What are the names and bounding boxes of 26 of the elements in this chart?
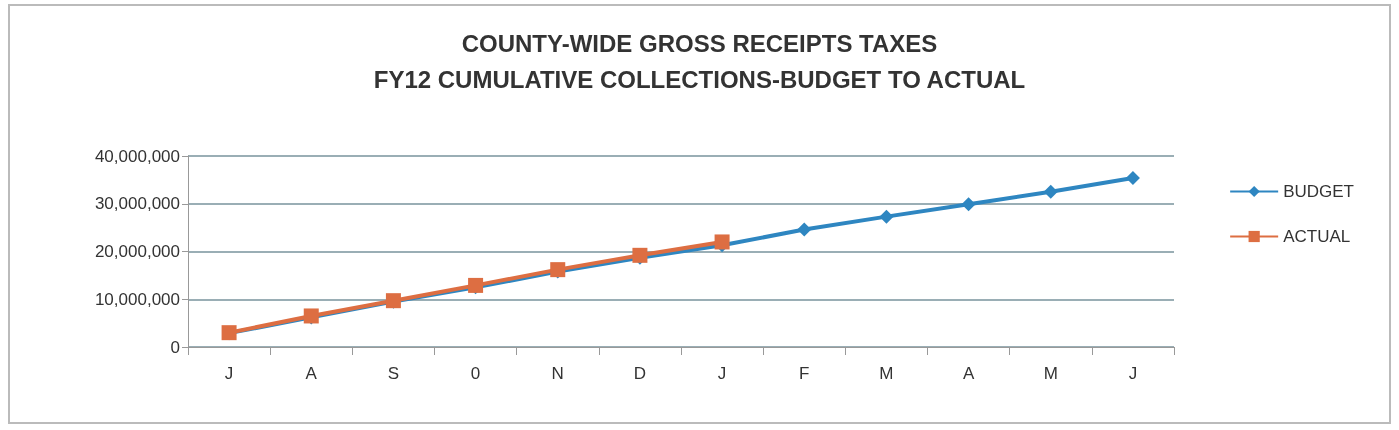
x-tick-label: M	[1043, 364, 1058, 383]
x-tick-label: D	[633, 364, 647, 383]
y-tick-label: 40,000,000	[94, 146, 180, 166]
y-tick-label: 10,000,000	[94, 289, 180, 309]
chart-title: COUNTY-WIDE GROSS RECEIPTS TAXES FY12 CUMULATIVE COLLECTIONS-BUDGET TO ACTUAL	[373, 29, 1026, 93]
point	[1043, 184, 1058, 199]
x-tick-label: J	[224, 364, 234, 383]
point	[961, 197, 976, 212]
x-tick-label: J	[1128, 364, 1138, 383]
x-tick-label: M	[879, 364, 894, 383]
y-tick-label: 20,000,000	[94, 242, 180, 261]
x-tick-label: F	[799, 364, 810, 383]
point	[714, 234, 730, 250]
point	[1125, 170, 1140, 185]
x-tick-label: J	[717, 364, 727, 383]
x-tick-label: S	[387, 364, 400, 383]
x-tick-label: A	[962, 364, 975, 383]
x-tick-label: N	[551, 364, 564, 383]
x-tick-label: A	[305, 364, 318, 383]
legend-label: BUDGET	[1283, 182, 1354, 201]
legend-label: ACTUAL	[1283, 227, 1351, 246]
y-tick-label: 0	[170, 337, 180, 357]
point	[797, 222, 812, 237]
y-tick-label: 30,000,000	[94, 194, 180, 214]
point	[879, 209, 894, 224]
x-tick-label: 0	[470, 364, 481, 383]
